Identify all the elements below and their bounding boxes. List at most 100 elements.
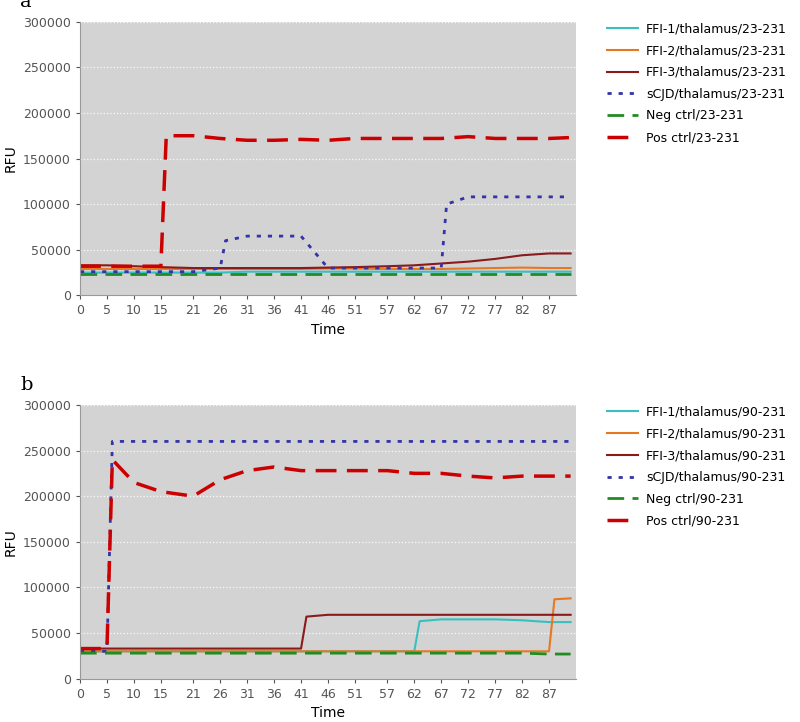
Neg ctrl/23-231 xyxy=(410,269,419,278)
Pos ctrl/90-231 xyxy=(463,471,473,480)
FFI-1/thalamus/23-231 xyxy=(242,267,252,276)
FFI-2/thalamus/23-231 xyxy=(270,265,279,274)
FFI-2/thalamus/23-231 xyxy=(566,264,575,272)
sCJD/thalamus/90-231 xyxy=(107,437,117,445)
Pos ctrl/90-231 xyxy=(102,644,112,653)
Pos ctrl/23-231 xyxy=(156,262,166,271)
sCJD/thalamus/23-231 xyxy=(518,193,527,201)
sCJD/thalamus/90-231 xyxy=(490,437,500,445)
sCJD/thalamus/90-231 xyxy=(215,437,225,445)
FFI-1/thalamus/90-231 xyxy=(415,617,425,625)
FFI-3/thalamus/23-231 xyxy=(129,262,138,271)
Neg ctrl/90-231 xyxy=(518,649,527,658)
FFI-2/thalamus/90-231 xyxy=(156,647,166,656)
Neg ctrl/90-231 xyxy=(242,649,252,658)
FFI-1/thalamus/23-231 xyxy=(156,269,166,277)
Neg ctrl/23-231 xyxy=(463,269,473,278)
sCJD/thalamus/23-231 xyxy=(156,267,166,276)
FFI-2/thalamus/90-231 xyxy=(518,647,527,656)
FFI-3/thalamus/23-231 xyxy=(410,261,419,269)
FFI-2/thalamus/90-231 xyxy=(544,647,554,656)
Pos ctrl/90-231 xyxy=(75,644,85,653)
sCJD/thalamus/90-231 xyxy=(410,437,419,445)
FFI-1/thalamus/23-231 xyxy=(518,267,527,276)
Neg ctrl/23-231 xyxy=(129,269,138,278)
FFI-1/thalamus/23-231 xyxy=(350,267,360,276)
FFI-1/thalamus/90-231 xyxy=(242,647,252,656)
Pos ctrl/90-231 xyxy=(350,466,360,475)
sCJD/thalamus/23-231 xyxy=(437,264,446,272)
sCJD/thalamus/90-231 xyxy=(350,437,360,445)
sCJD/thalamus/90-231 xyxy=(242,437,252,445)
Pos ctrl/90-231 xyxy=(107,456,117,464)
FFI-1/thalamus/90-231 xyxy=(382,647,392,656)
sCJD/thalamus/23-231 xyxy=(544,193,554,201)
Neg ctrl/23-231 xyxy=(215,269,225,278)
FFI-3/thalamus/90-231 xyxy=(102,644,112,653)
sCJD/thalamus/23-231 xyxy=(242,232,252,240)
FFI-3/thalamus/90-231 xyxy=(189,644,198,653)
Neg ctrl/23-231 xyxy=(350,269,360,278)
sCJD/thalamus/23-231 xyxy=(463,193,473,201)
Neg ctrl/90-231 xyxy=(437,649,446,658)
FFI-3/thalamus/90-231 xyxy=(156,644,166,653)
FFI-2/thalamus/90-231 xyxy=(463,647,473,656)
Neg ctrl/23-231 xyxy=(102,269,112,278)
Neg ctrl/90-231 xyxy=(102,649,112,658)
FFI-2/thalamus/90-231 xyxy=(382,647,392,656)
Neg ctrl/23-231 xyxy=(270,269,279,278)
FFI-3/thalamus/23-231 xyxy=(544,249,554,258)
Neg ctrl/23-231 xyxy=(296,269,306,278)
Pos ctrl/23-231 xyxy=(544,134,554,143)
Pos ctrl/23-231 xyxy=(242,136,252,144)
Text: b: b xyxy=(21,376,33,394)
FFI-3/thalamus/90-231 xyxy=(437,611,446,619)
Neg ctrl/90-231 xyxy=(490,649,500,658)
sCJD/thalamus/90-231 xyxy=(382,437,392,445)
FFI-1/thalamus/23-231 xyxy=(566,267,575,276)
FFI-2/thalamus/23-231 xyxy=(189,265,198,274)
FFI-3/thalamus/90-231 xyxy=(544,611,554,619)
FFI-3/thalamus/90-231 xyxy=(410,611,419,619)
sCJD/thalamus/23-231 xyxy=(490,193,500,201)
FFI-1/thalamus/90-231 xyxy=(129,647,138,656)
sCJD/thalamus/90-231 xyxy=(566,437,575,445)
FFI-1/thalamus/23-231 xyxy=(490,267,500,276)
sCJD/thalamus/23-231 xyxy=(221,236,230,245)
FFI-1/thalamus/90-231 xyxy=(270,647,279,656)
FFI-2/thalamus/23-231 xyxy=(518,264,527,272)
Pos ctrl/90-231 xyxy=(215,475,225,484)
Pos ctrl/23-231 xyxy=(296,135,306,144)
FFI-1/thalamus/90-231 xyxy=(544,618,554,627)
FFI-3/thalamus/23-231 xyxy=(215,264,225,272)
FFI-3/thalamus/90-231 xyxy=(270,644,279,653)
Pos ctrl/90-231 xyxy=(544,471,554,480)
FFI-2/thalamus/90-231 xyxy=(75,647,85,656)
sCJD/thalamus/90-231 xyxy=(129,437,138,445)
FFI-3/thalamus/23-231 xyxy=(382,262,392,271)
Pos ctrl/90-231 xyxy=(323,466,333,475)
Pos ctrl/23-231 xyxy=(189,131,198,140)
FFI-2/thalamus/23-231 xyxy=(75,265,85,274)
FFI-3/thalamus/23-231 xyxy=(437,259,446,268)
Pos ctrl/23-231 xyxy=(270,136,279,144)
Pos ctrl/90-231 xyxy=(490,474,500,482)
FFI-2/thalamus/23-231 xyxy=(410,265,419,274)
FFI-3/thalamus/90-231 xyxy=(518,611,527,619)
Neg ctrl/90-231 xyxy=(463,649,473,658)
Line: FFI-2/thalamus/90-231: FFI-2/thalamus/90-231 xyxy=(80,599,570,651)
FFI-2/thalamus/23-231 xyxy=(242,265,252,274)
Y-axis label: RFU: RFU xyxy=(3,144,18,173)
FFI-3/thalamus/90-231 xyxy=(242,644,252,653)
FFI-2/thalamus/23-231 xyxy=(544,264,554,272)
FFI-3/thalamus/90-231 xyxy=(350,611,360,619)
FFI-3/thalamus/90-231 xyxy=(323,611,333,619)
FFI-1/thalamus/23-231 xyxy=(129,269,138,277)
FFI-3/thalamus/90-231 xyxy=(566,611,575,619)
Pos ctrl/23-231 xyxy=(410,134,419,143)
FFI-3/thalamus/23-231 xyxy=(156,263,166,271)
FFI-1/thalamus/90-231 xyxy=(490,615,500,624)
sCJD/thalamus/90-231 xyxy=(544,437,554,445)
FFI-1/thalamus/90-231 xyxy=(350,647,360,656)
FFI-2/thalamus/90-231 xyxy=(410,647,419,656)
